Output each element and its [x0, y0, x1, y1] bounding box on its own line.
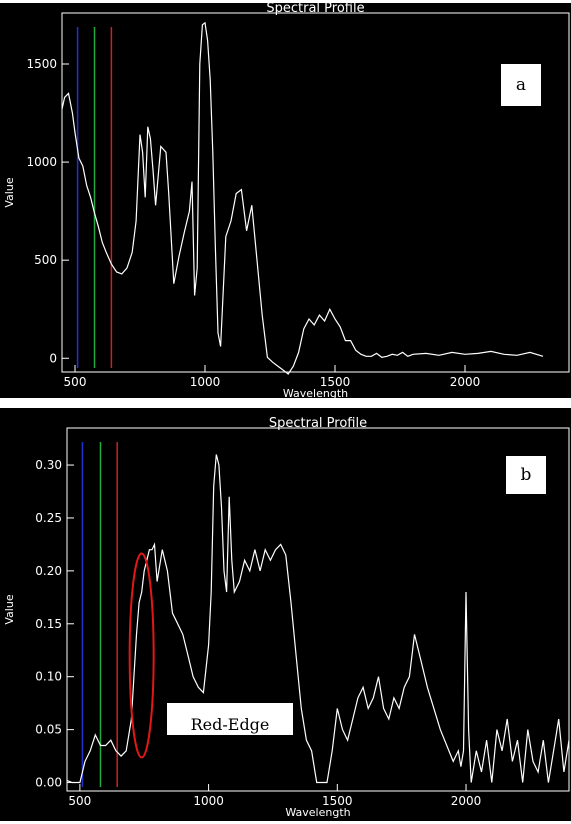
x-tick-label: 2000: [451, 794, 482, 808]
x-tick-label: 500: [68, 794, 91, 808]
x-tick-label: 1000: [190, 375, 221, 389]
y-tick-label: 0.30: [35, 458, 62, 472]
y-tick-label: 0: [49, 351, 57, 365]
chart-title: Spectral Profile: [266, 3, 364, 16]
spectral-profile-panel-a: Spectral Profile 0 500 1000 1500 500 1000 1500 2…: [0, 3, 571, 398]
x-tick-label: 1000: [193, 794, 224, 808]
plot-frame: [61, 12, 570, 373]
x-tick-label: 500: [64, 375, 87, 389]
x-tick-label: 1500: [320, 375, 351, 389]
x-axis-label: Wavelength: [283, 387, 348, 398]
y-tick-label: 0.00: [35, 776, 62, 790]
y-tick-label: 500: [34, 253, 57, 267]
y-tick-label: 0.20: [35, 564, 62, 578]
y-tick-label: 0.15: [35, 617, 62, 631]
x-tick-label: 2000: [450, 375, 481, 389]
panel-tag-a: a: [500, 63, 542, 107]
y-axis-label: Value: [3, 177, 16, 207]
x-tick-label: 1500: [322, 794, 353, 808]
panel-tag-b: b: [505, 455, 547, 495]
y-tick-label: 1500: [26, 57, 57, 71]
spectral-profile-chart-b: Spectral Profile 0.00 0.05 0.10 0.15 0.20 0.25…: [3, 416, 570, 819]
y-tick-label: 1000: [26, 155, 57, 169]
y-tick-label: 0.10: [35, 670, 62, 684]
spectrum-line: [61, 21, 544, 375]
plot-frame: [66, 427, 570, 792]
y-tick-label: 0.25: [35, 511, 62, 525]
x-axis-label: Wavelength: [285, 806, 350, 819]
chart-title: Spectral Profile: [269, 416, 367, 431]
red-edge-annotation: Red-Edge: [166, 702, 294, 736]
y-axis-label: Value: [3, 594, 16, 624]
red-edge-ellipse: [128, 552, 155, 759]
spectral-profile-panel-b: Spectral Profile 0.00 0.05 0.10 0.15 0.20 0.25…: [0, 408, 571, 821]
spectral-profile-chart-a: Spectral Profile 0 500 1000 1500 500 1000 1500 2…: [3, 3, 570, 398]
y-tick-label: 0.05: [35, 723, 62, 737]
spectrum-line: [66, 454, 570, 784]
